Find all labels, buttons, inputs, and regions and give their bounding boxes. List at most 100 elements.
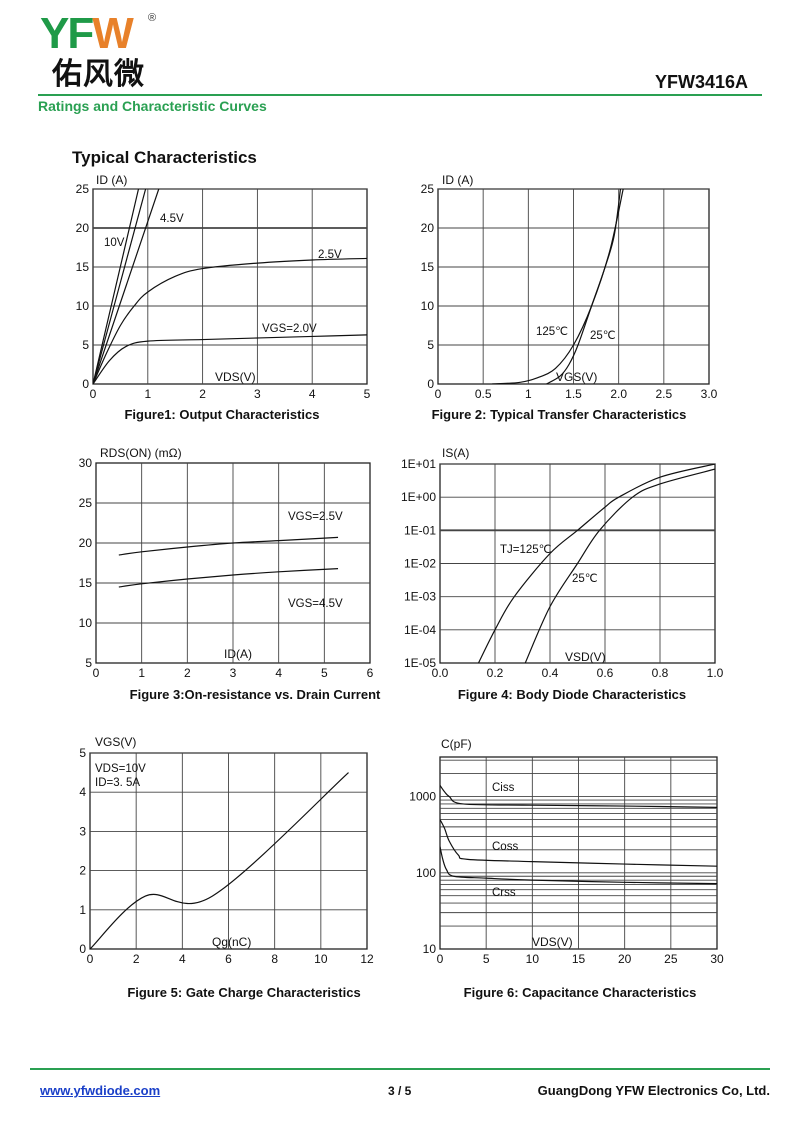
y-tick-label: 1E+00 bbox=[401, 490, 436, 504]
series-line-25- bbox=[546, 189, 622, 384]
series-line-coss bbox=[440, 819, 717, 867]
x-tick-label: 1 bbox=[144, 387, 151, 401]
y-tick-label: 20 bbox=[421, 221, 435, 235]
x-tick-label: 1.5 bbox=[565, 387, 582, 401]
company-name: GuangDong YFW Electronics Co, Ltd. bbox=[537, 1083, 770, 1098]
y-tick-label: 1E-03 bbox=[404, 590, 436, 604]
x-axis-label: VDS(V) bbox=[215, 370, 256, 384]
logo: YFW bbox=[40, 12, 134, 56]
series-label: 25℃ bbox=[572, 573, 598, 585]
y-tick-label: 0 bbox=[82, 377, 89, 391]
y-tick-label: 10 bbox=[79, 616, 93, 630]
website-link[interactable]: www.yfwdiode.com bbox=[40, 1083, 161, 1098]
x-tick-label: 30 bbox=[710, 952, 724, 966]
x-tick-label: 0 bbox=[93, 666, 100, 680]
x-tick-label: 10 bbox=[526, 952, 540, 966]
x-tick-label: 1 bbox=[525, 387, 532, 401]
series-label: Ciss bbox=[492, 782, 515, 794]
y-tick-label: 10 bbox=[76, 299, 90, 313]
y-tick-label: 10 bbox=[421, 299, 435, 313]
chart-figure-4: 0.0 0.2 0.4 0.6 0.8 1.0 1E-05 1E-04 1E-03 1E-02 1E… bbox=[401, 446, 724, 702]
series-line-4-5v bbox=[93, 189, 160, 384]
x-tick-label: 3 bbox=[230, 666, 237, 680]
y-tick-label: 25 bbox=[79, 496, 93, 510]
series-label: Crss bbox=[492, 887, 516, 899]
y-tick-label: 25 bbox=[76, 182, 90, 196]
x-tick-label: 0.6 bbox=[597, 666, 614, 680]
x-tick-label: 2 bbox=[133, 952, 140, 966]
x-axis-label: VGS(V) bbox=[556, 370, 597, 384]
x-tick-label: 3 bbox=[254, 387, 261, 401]
figure-caption: Figure 3:On-resistance vs. Drain Current bbox=[130, 687, 381, 702]
chart-figure-3: 0 1 2 3 4 5 6 5 10 15 20 25 30 RDS(ON) (mΩ) ID(A) Figur… bbox=[79, 446, 381, 702]
y-tick-label: 20 bbox=[79, 536, 93, 550]
x-tick-label: 4 bbox=[179, 952, 186, 966]
page-number: 3 / 5 bbox=[388, 1084, 412, 1098]
figure-caption: Figure 6: Capacitance Characteristics bbox=[464, 985, 697, 1000]
figure-caption: Figure1: Output Characteristics bbox=[124, 407, 319, 422]
x-tick-label: 4 bbox=[275, 666, 282, 680]
y-axis-label: C(pF) bbox=[441, 737, 472, 751]
y-tick-label: 15 bbox=[76, 260, 90, 274]
x-tick-label: 2.0 bbox=[610, 387, 627, 401]
footer-rule bbox=[30, 1068, 770, 1070]
y-tick-label: 5 bbox=[79, 746, 86, 760]
x-tick-label: 2 bbox=[184, 666, 191, 680]
x-tick-label: 25 bbox=[664, 952, 678, 966]
x-tick-label: 1.0 bbox=[707, 666, 724, 680]
series-line-curve bbox=[90, 772, 349, 949]
x-tick-label: 0.2 bbox=[487, 666, 504, 680]
x-axis-label: Qg(nC) bbox=[212, 935, 251, 949]
x-tick-label: 0 bbox=[90, 387, 97, 401]
x-tick-label: 3.0 bbox=[701, 387, 718, 401]
chart-figure-1: 0 1 2 3 4 5 0 5 10 15 20 25 ID (A) VDS(V) Figure1: Out… bbox=[76, 173, 371, 422]
x-axis-label: VDS(V) bbox=[532, 935, 573, 949]
x-axis-label: VSD(V) bbox=[565, 650, 606, 664]
x-tick-label: 2.5 bbox=[655, 387, 672, 401]
x-tick-label: 8 bbox=[271, 952, 278, 966]
y-tick-label: 1000 bbox=[409, 790, 436, 804]
series-line-tj-125- bbox=[477, 464, 715, 663]
x-tick-label: 20 bbox=[618, 952, 632, 966]
plot-frame bbox=[92, 188, 368, 385]
figure-caption: Figure 2: Typical Transfer Characteristi… bbox=[432, 407, 687, 422]
series-line-vgs-2-0v bbox=[93, 334, 367, 384]
y-tick-label: 5 bbox=[85, 656, 92, 670]
y-tick-label: 100 bbox=[416, 866, 436, 880]
x-tick-label: 4 bbox=[309, 387, 316, 401]
series-label: VGS=2.0V bbox=[262, 323, 317, 335]
y-tick-label: 1E+01 bbox=[401, 457, 436, 471]
y-tick-label: 10 bbox=[423, 942, 437, 956]
x-tick-label: 0 bbox=[435, 387, 442, 401]
x-tick-label: 0 bbox=[87, 952, 94, 966]
y-tick-label: 1 bbox=[79, 903, 86, 917]
x-tick-label: 6 bbox=[367, 666, 374, 680]
x-axis-label: ID(A) bbox=[224, 647, 252, 661]
y-tick-label: 15 bbox=[421, 260, 435, 274]
y-tick-label: 4 bbox=[79, 785, 86, 799]
series-label: VGS=4.5V bbox=[288, 598, 343, 610]
series-label: 25℃ bbox=[590, 330, 616, 342]
series-line-25- bbox=[524, 468, 715, 663]
y-tick-label: 3 bbox=[79, 824, 86, 838]
x-tick-label: 0.0 bbox=[432, 666, 449, 680]
series-line-ciss bbox=[440, 785, 717, 809]
model-number: YFW3416A bbox=[654, 72, 748, 92]
x-tick-label: 0.8 bbox=[652, 666, 669, 680]
figure-caption: Figure 4: Body Diode Characteristics bbox=[458, 687, 686, 702]
y-tick-label: 2 bbox=[79, 864, 86, 878]
series-line-vgs-2-5v bbox=[118, 536, 339, 556]
series-line-crss bbox=[440, 846, 717, 885]
annotation: VDS=10V bbox=[95, 763, 146, 775]
logo-chinese: 佑风微 bbox=[52, 57, 145, 92]
x-tick-label: 6 bbox=[225, 952, 232, 966]
y-axis-label: RDS(ON) (mΩ) bbox=[100, 446, 182, 460]
y-tick-label: 1E-05 bbox=[404, 656, 436, 670]
y-tick-label: 30 bbox=[79, 456, 93, 470]
y-tick-label: 0 bbox=[427, 377, 434, 391]
x-tick-label: 15 bbox=[572, 952, 586, 966]
series-line-curve bbox=[93, 189, 147, 384]
series-label: 2.5V bbox=[318, 249, 342, 261]
